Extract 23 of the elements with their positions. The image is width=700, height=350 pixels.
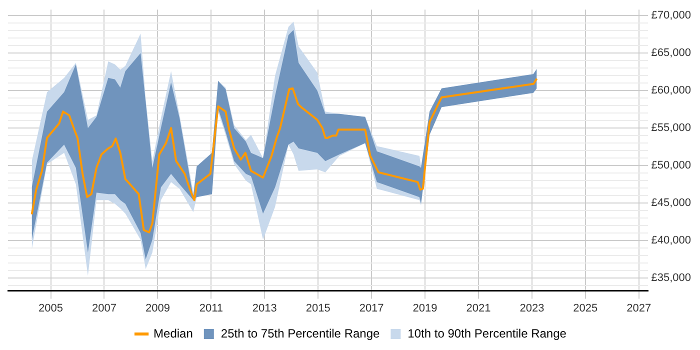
x-tick-label: 2027 (626, 302, 652, 314)
y-tick-label: £50,000 (651, 160, 692, 172)
x-tick-label: 2011 (199, 302, 223, 314)
y-tick-label: £70,000 (651, 10, 692, 22)
x-tick-label: 2007 (92, 302, 116, 314)
x-tick-label: 2009 (145, 302, 170, 314)
x-tick-label: 2017 (359, 302, 384, 314)
x-tick-label: 2021 (466, 302, 491, 314)
legend-label: 10th to 90th Percentile Range (408, 326, 567, 340)
y-tick-label: £35,000 (651, 272, 692, 284)
legend-label: 25th to 75th Percentile Range (220, 326, 380, 340)
legend-label: Median (154, 326, 193, 340)
y-tick-label: £45,000 (651, 197, 692, 210)
x-tick-label: 2023 (520, 302, 544, 314)
x-tick-label: 2015 (306, 302, 330, 314)
y-tick-label: £60,000 (651, 84, 692, 97)
x-tick-label: 2005 (38, 302, 64, 314)
y-tick-label: £65,000 (651, 47, 692, 60)
y-tick-label: £55,000 (651, 122, 692, 134)
x-tick-label: 2013 (252, 302, 277, 314)
x-tick-label: 2019 (412, 302, 438, 314)
y-tick-label: £40,000 (651, 234, 692, 247)
x-tick-label: 2025 (573, 302, 598, 314)
